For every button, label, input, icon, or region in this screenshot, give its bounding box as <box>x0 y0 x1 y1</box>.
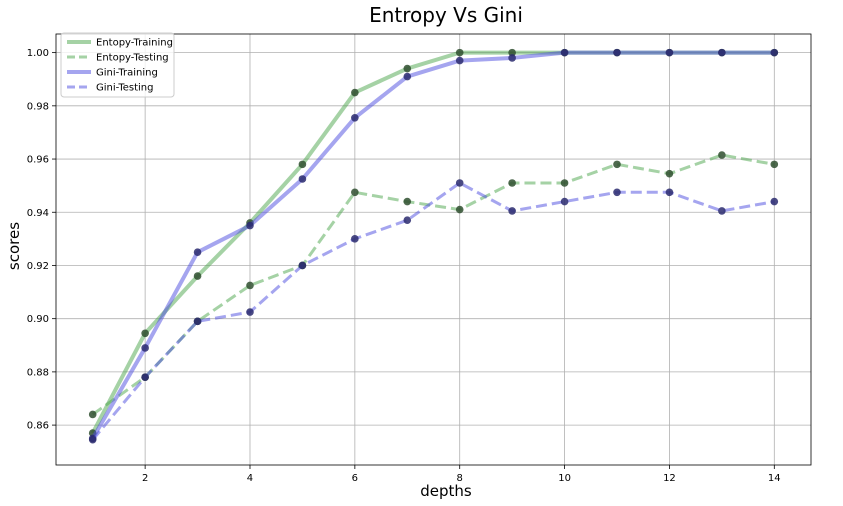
data-point <box>665 188 674 197</box>
y-tick-label: 0.88 <box>27 367 49 378</box>
legend-label: Gini-Training <box>96 68 158 79</box>
data-point <box>770 160 779 169</box>
data-point <box>298 175 307 183</box>
data-point <box>193 272 202 280</box>
data-point <box>403 72 412 81</box>
data-point <box>665 169 674 178</box>
series-layer <box>88 48 779 444</box>
data-point <box>718 207 726 215</box>
data-point <box>455 179 464 187</box>
y-tick-label: 0.86 <box>27 421 49 432</box>
grid-lines <box>56 34 811 465</box>
data-point <box>455 205 464 214</box>
data-point <box>246 221 254 230</box>
y-axis-label: scores <box>5 222 23 270</box>
data-point <box>770 197 779 206</box>
data-point <box>351 88 359 97</box>
data-point <box>455 56 464 65</box>
data-point <box>613 48 621 57</box>
data-point <box>718 48 726 57</box>
data-point <box>560 197 569 206</box>
data-point <box>403 64 412 73</box>
data-point <box>141 329 149 338</box>
x-tick-label: 10 <box>558 473 571 484</box>
x-tick-label: 6 <box>352 473 358 484</box>
data-point <box>298 160 307 169</box>
x-tick-label: 12 <box>663 473 676 484</box>
series-2 <box>88 48 779 443</box>
y-tick-label: 0.96 <box>27 155 49 166</box>
data-point <box>560 48 569 57</box>
x-tick-label: 14 <box>768 473 781 484</box>
plot-frame <box>55 33 812 466</box>
x-tick-label: 2 <box>142 473 148 484</box>
series-line <box>90 50 775 440</box>
data-point <box>455 48 464 57</box>
data-point <box>508 48 516 57</box>
data-point <box>560 179 569 187</box>
x-axis-label: depths <box>420 482 472 500</box>
data-point <box>246 281 254 290</box>
data-point <box>88 410 97 419</box>
legend-box <box>60 32 175 98</box>
series-line <box>91 153 775 416</box>
legend-label: Entopy-Testing <box>96 53 169 64</box>
legend-label: Entopy-Training <box>96 38 173 49</box>
y-tick-label: 0.98 <box>27 101 49 112</box>
data-point <box>770 48 779 57</box>
data-point <box>351 188 359 197</box>
data-point <box>193 248 202 256</box>
y-tick-label: 0.90 <box>27 314 49 325</box>
data-point <box>613 160 621 169</box>
data-point <box>508 207 516 215</box>
data-point <box>141 344 149 352</box>
data-point <box>508 179 516 187</box>
data-point <box>403 197 412 206</box>
y-tick-label: 0.94 <box>27 208 49 219</box>
data-point <box>613 188 621 197</box>
y-tick-label: 1.00 <box>27 48 49 59</box>
data-point <box>193 317 202 326</box>
x-tick-label: 4 <box>247 473 253 484</box>
legend-label: Gini-Testing <box>96 83 154 94</box>
data-point <box>665 48 674 57</box>
y-tick-label: 0.92 <box>27 261 49 272</box>
data-point <box>351 114 359 122</box>
data-point <box>88 435 97 444</box>
x-tick-label: 8 <box>457 473 463 484</box>
data-point <box>403 216 412 225</box>
data-point <box>351 235 359 243</box>
legend: Entopy-Training Entopy-Testing Gini-Traini… <box>60 32 175 98</box>
data-point <box>141 373 149 382</box>
data-point <box>298 261 307 270</box>
data-point <box>508 54 516 62</box>
axis-ticks: 2 4 6 8 10 12 14 0.86 0.88 0.90 0.92 0.94 0.96 0.98 1.… <box>27 48 781 484</box>
series-3 <box>88 179 779 444</box>
chart-title: Entropy Vs Gini <box>369 3 523 27</box>
data-point <box>246 308 254 316</box>
data-point <box>718 151 726 159</box>
series-line <box>91 181 775 441</box>
